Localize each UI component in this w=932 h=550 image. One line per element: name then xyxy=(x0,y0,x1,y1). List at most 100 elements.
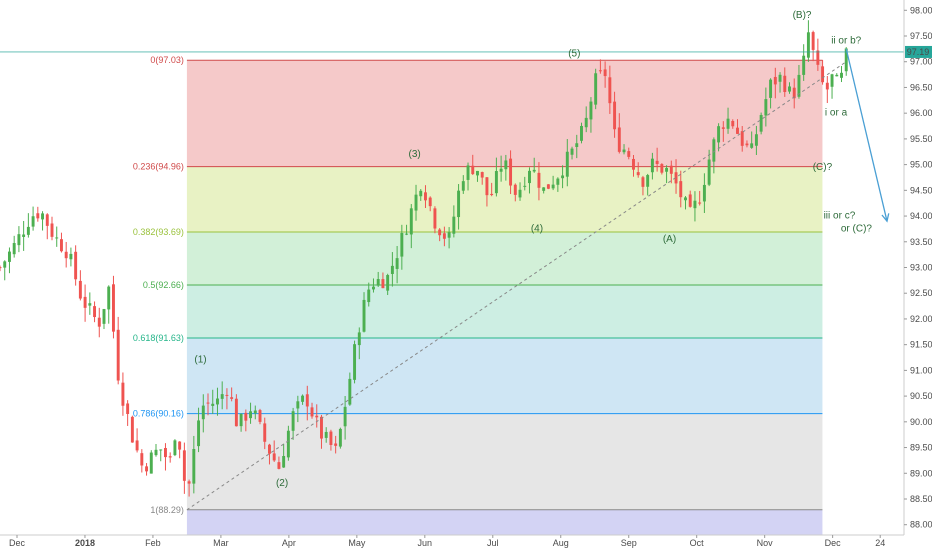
candle-body xyxy=(665,168,669,172)
candle-body xyxy=(622,149,626,153)
x-tick-label: Feb xyxy=(145,538,161,548)
candle-body xyxy=(528,170,531,184)
candle-body xyxy=(140,453,144,466)
y-tick-label: 93.50 xyxy=(910,237,932,247)
candle-body xyxy=(272,453,276,461)
candle-body xyxy=(740,131,744,146)
candle-body xyxy=(286,430,290,458)
candle-body xyxy=(471,165,475,175)
y-tick-label: 97.50 xyxy=(910,31,932,41)
candle-body xyxy=(83,296,87,308)
candle-body xyxy=(840,72,843,78)
candle-body xyxy=(211,403,215,406)
candle-body xyxy=(310,407,314,417)
wave-label: iii or c? xyxy=(824,211,856,222)
candle-body xyxy=(334,443,338,446)
wave-label: (A) xyxy=(663,234,676,245)
x-axis-background xyxy=(0,535,932,550)
x-tick-label: Mar xyxy=(213,538,229,548)
candle-body xyxy=(707,159,711,185)
candle-body xyxy=(542,187,546,191)
y-tick-label: 96.50 xyxy=(910,82,932,92)
candle-body xyxy=(107,286,111,310)
candle-body xyxy=(301,395,305,402)
candle-body xyxy=(584,117,588,128)
candle-body xyxy=(494,171,498,194)
y-tick-label: 94.00 xyxy=(910,211,932,221)
candle-body xyxy=(216,398,219,405)
candle-body xyxy=(390,265,394,274)
wave-label: (2) xyxy=(276,478,288,489)
candle-body xyxy=(253,410,257,414)
x-tick-label: Apr xyxy=(282,538,296,548)
candle-body xyxy=(745,143,749,146)
candle-body xyxy=(206,402,210,404)
candle-body xyxy=(130,416,134,443)
candle-body xyxy=(726,118,730,129)
candle-body xyxy=(263,423,267,442)
candle-body xyxy=(59,239,63,252)
candle-body xyxy=(754,134,758,146)
wave-label: (C)? xyxy=(813,162,833,173)
candle-body xyxy=(702,184,706,202)
fib-label: 0.786(90.16) xyxy=(133,409,184,419)
candle-body xyxy=(64,251,68,259)
fib-zone xyxy=(186,166,823,233)
candle-body xyxy=(31,216,35,227)
fib-zone xyxy=(186,509,823,535)
candle-body xyxy=(684,197,687,201)
projection-arrow xyxy=(845,48,890,223)
candle-body xyxy=(731,120,735,127)
candle-body xyxy=(632,158,635,170)
candle-body xyxy=(338,428,342,447)
candle-body xyxy=(717,126,721,143)
candle-body xyxy=(154,449,158,456)
candle-body xyxy=(320,416,323,439)
candle-body xyxy=(764,99,768,116)
candle-body xyxy=(17,234,21,246)
candle-body xyxy=(476,170,479,176)
candle-body xyxy=(674,172,678,184)
candle-body xyxy=(636,172,640,176)
candle-body xyxy=(835,74,839,77)
candle-body xyxy=(792,87,796,99)
candle-body xyxy=(78,280,82,299)
candle-body xyxy=(163,447,167,458)
fib-label: 0.236(94.96) xyxy=(133,162,184,172)
candle-body xyxy=(102,309,106,324)
candle-body xyxy=(575,143,579,148)
candle-body xyxy=(816,50,820,65)
x-tick-label: Jul xyxy=(487,538,499,548)
candle-body xyxy=(386,275,390,291)
y-tick-label: 89.00 xyxy=(910,468,932,478)
candle-body xyxy=(537,172,541,188)
candle-body xyxy=(7,251,11,262)
y-tick-label: 92.50 xyxy=(910,288,932,298)
x-tick-label: May xyxy=(348,538,366,548)
candle-body xyxy=(187,481,191,484)
last-price-label: 97.19 xyxy=(907,47,930,57)
candle-body xyxy=(88,303,92,306)
candle-body xyxy=(806,32,810,58)
y-tick-label: 93.00 xyxy=(910,263,932,273)
x-tick-label: Oct xyxy=(690,538,705,548)
x-tick-label: Dec xyxy=(825,538,842,548)
y-tick-label: 96.00 xyxy=(910,108,932,118)
candle-body xyxy=(759,114,763,132)
projection-line xyxy=(845,48,888,222)
candle-body xyxy=(442,233,446,239)
candle-body xyxy=(447,232,451,238)
candle-body xyxy=(650,158,654,173)
x-tick-label: Nov xyxy=(757,538,774,548)
candle-body xyxy=(268,444,271,454)
candle-body xyxy=(424,192,427,201)
candle-body xyxy=(234,398,238,427)
candle-body xyxy=(750,143,754,148)
candle-body xyxy=(613,101,617,130)
wave-label: i or a xyxy=(825,108,848,119)
y-tick-label: 91.50 xyxy=(910,340,932,350)
candle-body xyxy=(811,32,815,50)
candle-body xyxy=(400,233,404,257)
candle-body xyxy=(660,164,664,173)
candle-body xyxy=(598,70,602,72)
